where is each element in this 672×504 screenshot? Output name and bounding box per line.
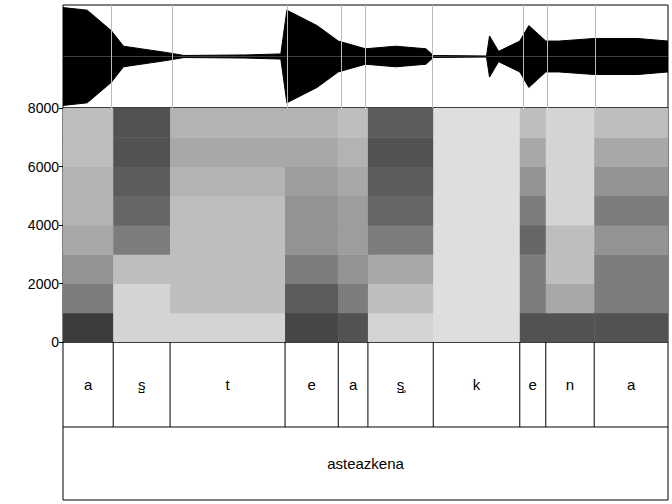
svg-text:s̺̥: s̺̥ [397, 376, 407, 393]
svg-text:s̺: s̺ [138, 376, 146, 393]
svg-text:asteazkena: asteazkena [327, 455, 404, 472]
svg-text:4000: 4000 [28, 217, 59, 233]
svg-text:e: e [529, 376, 537, 393]
svg-text:a: a [349, 376, 358, 393]
svg-text:8000: 8000 [28, 100, 59, 116]
svg-text:k: k [473, 376, 481, 393]
svg-text:2000: 2000 [28, 276, 59, 292]
svg-text:t: t [225, 376, 230, 393]
svg-text:a: a [84, 376, 93, 393]
svg-text:e: e [307, 376, 315, 393]
svg-text:n: n [566, 376, 574, 393]
svg-text:0: 0 [51, 334, 59, 350]
svg-text:a: a [627, 376, 636, 393]
svg-text:6000: 6000 [28, 159, 59, 175]
